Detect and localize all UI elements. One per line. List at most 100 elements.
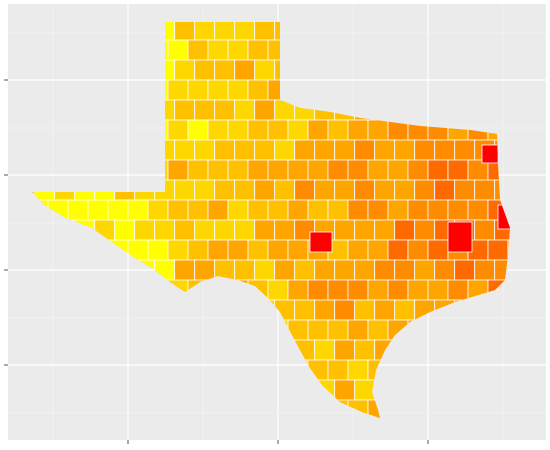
county [147, 199, 169, 221]
county [334, 219, 356, 241]
county [127, 199, 149, 221]
county [294, 179, 316, 201]
county [107, 199, 129, 221]
county [347, 319, 369, 341]
county [287, 119, 309, 141]
county [354, 259, 376, 281]
county [154, 219, 176, 241]
county [234, 22, 256, 41]
county [327, 359, 349, 381]
county [347, 119, 369, 141]
county [274, 259, 296, 281]
county [174, 99, 196, 121]
county [454, 139, 476, 161]
county [427, 199, 449, 221]
county [167, 39, 189, 61]
county [174, 259, 196, 281]
county [327, 279, 349, 301]
county [207, 199, 229, 221]
county [247, 159, 269, 181]
county [434, 139, 456, 161]
county [287, 159, 309, 181]
county [294, 259, 316, 281]
county [307, 319, 329, 341]
county [387, 199, 409, 221]
county [234, 219, 256, 241]
county [114, 219, 136, 241]
county [254, 259, 276, 281]
county [434, 259, 456, 281]
county [174, 219, 196, 241]
county [347, 199, 369, 221]
county [474, 259, 496, 281]
county [487, 239, 509, 261]
county [194, 219, 216, 241]
county [407, 199, 429, 221]
county [174, 139, 196, 161]
county [314, 339, 336, 361]
county [194, 99, 216, 121]
county [174, 22, 196, 41]
county [387, 279, 409, 301]
county [347, 159, 369, 181]
county [334, 259, 356, 281]
county [247, 79, 269, 101]
county [407, 239, 429, 261]
county [214, 22, 236, 41]
county [227, 199, 249, 221]
county [194, 139, 216, 161]
county [427, 159, 449, 181]
county [374, 219, 396, 241]
county [394, 259, 416, 281]
county [367, 279, 389, 301]
county [427, 279, 449, 301]
county [314, 259, 336, 281]
county [334, 139, 356, 161]
county [354, 299, 376, 321]
county [187, 159, 209, 181]
county [194, 59, 216, 81]
county [474, 179, 496, 201]
county [207, 119, 229, 141]
county [174, 179, 196, 201]
county [394, 299, 416, 321]
county [267, 239, 289, 261]
county [194, 22, 216, 41]
county [267, 159, 289, 181]
county [447, 159, 469, 181]
county [327, 199, 349, 221]
county [227, 239, 249, 261]
county [367, 199, 389, 221]
county [414, 179, 436, 201]
county [354, 379, 376, 401]
county [274, 219, 296, 241]
county [354, 219, 376, 241]
county [414, 139, 436, 161]
county [427, 239, 449, 261]
county [394, 219, 416, 241]
county [374, 139, 396, 161]
county [374, 179, 396, 201]
county [87, 199, 109, 221]
county [234, 139, 256, 161]
county [167, 119, 189, 141]
county [434, 179, 456, 201]
county [287, 279, 309, 301]
county [354, 339, 376, 361]
county [367, 239, 389, 261]
county [414, 219, 436, 241]
county [334, 179, 356, 201]
county [367, 159, 389, 181]
county [214, 99, 236, 121]
county [254, 219, 276, 241]
county [314, 299, 336, 321]
county [234, 179, 256, 201]
county [334, 339, 356, 361]
county [167, 239, 189, 261]
county [294, 299, 316, 321]
county [447, 199, 469, 221]
county [227, 39, 249, 61]
county [307, 119, 329, 141]
county [254, 139, 276, 161]
county [454, 179, 476, 201]
